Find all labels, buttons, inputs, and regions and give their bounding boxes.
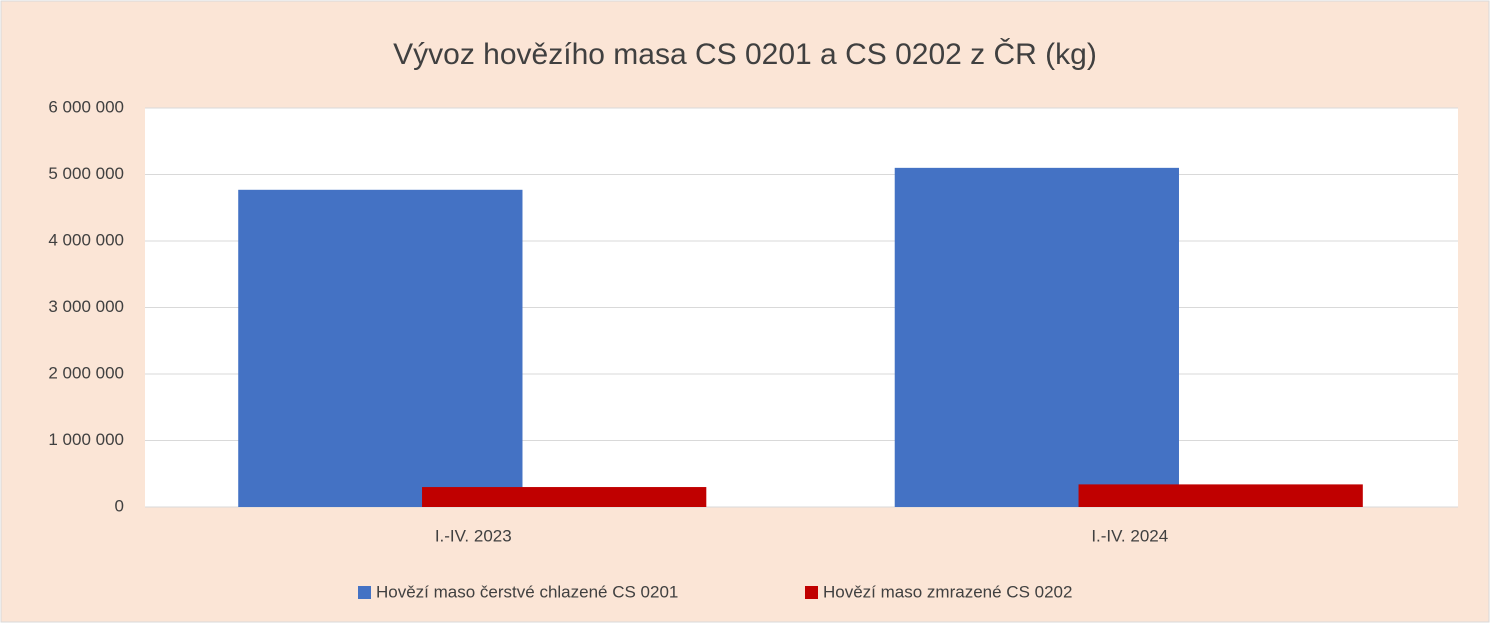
legend-swatch	[805, 586, 818, 599]
x-tick-label: I.-IV. 2024	[1091, 526, 1168, 545]
y-tick-label: 3 000 000	[48, 297, 124, 316]
x-tick-label: I.-IV. 2023	[435, 526, 512, 545]
legend-label: Hovězí maso zmrazené CS 0202	[823, 582, 1072, 601]
chart-title: Vývoz hovězího masa CS 0201 a CS 0202 z …	[393, 37, 1097, 71]
y-tick-label: 2 000 000	[48, 363, 124, 382]
bar	[238, 189, 523, 508]
y-tick-label: 4 000 000	[48, 230, 124, 249]
y-tick-label: 1 000 000	[48, 430, 124, 449]
y-tick-label: 0	[115, 496, 124, 515]
legend-label: Hovězí maso čerstvé chlazené CS 0201	[376, 582, 678, 601]
bar	[894, 167, 1179, 507]
y-tick-label: 5 000 000	[48, 164, 124, 183]
y-tick-label: 6 000 000	[48, 97, 124, 116]
legend-swatch	[358, 586, 371, 599]
bar	[422, 487, 707, 507]
bar	[1078, 484, 1363, 507]
